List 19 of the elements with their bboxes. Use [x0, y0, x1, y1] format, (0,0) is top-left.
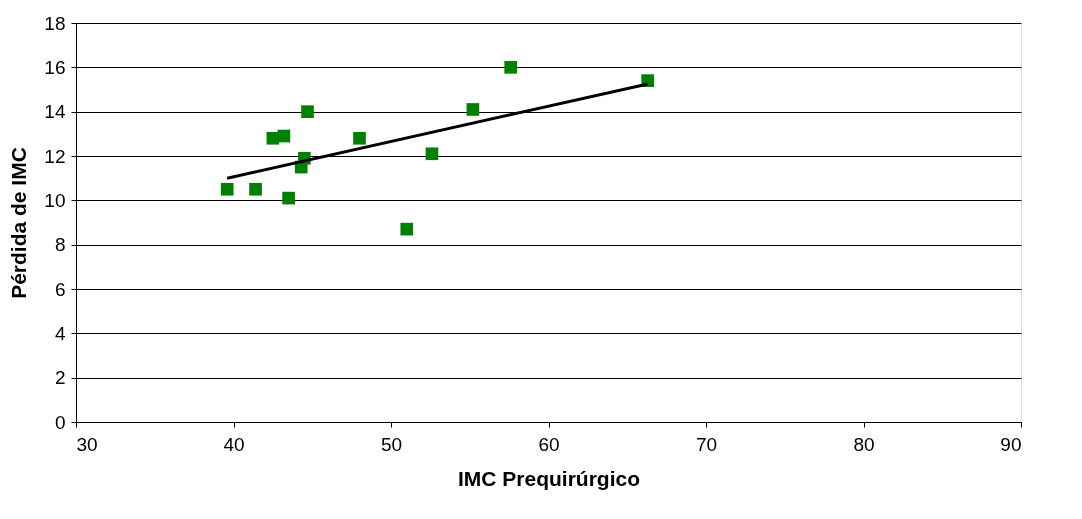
x-tick-label: 70	[695, 433, 718, 455]
y-tick-label: 16	[44, 56, 66, 78]
x-axis-title: IMC Prequirúrgico	[457, 466, 641, 490]
x-tick-label: 80	[853, 433, 875, 455]
x-tick-label: 40	[223, 433, 245, 455]
y-tick-label: 8	[54, 234, 66, 256]
y-axis-title: Pérdida de IMC	[7, 147, 31, 299]
y-tick-label: 10	[44, 189, 66, 211]
y-tick-label: 18	[44, 12, 66, 34]
y-tick-label: 2	[54, 367, 66, 389]
y-tick-label: 6	[54, 278, 66, 300]
x-tick-label: 90	[1000, 433, 1022, 455]
x-tick-label: 60	[538, 433, 560, 455]
y-tick-label: 14	[44, 101, 66, 123]
y-tick-label: 12	[44, 145, 66, 167]
y-tick-label: 0	[54, 411, 66, 433]
y-tick-label: 4	[54, 322, 66, 344]
x-tick-label: 50	[380, 433, 403, 455]
x-tick-label: 30	[76, 433, 98, 455]
